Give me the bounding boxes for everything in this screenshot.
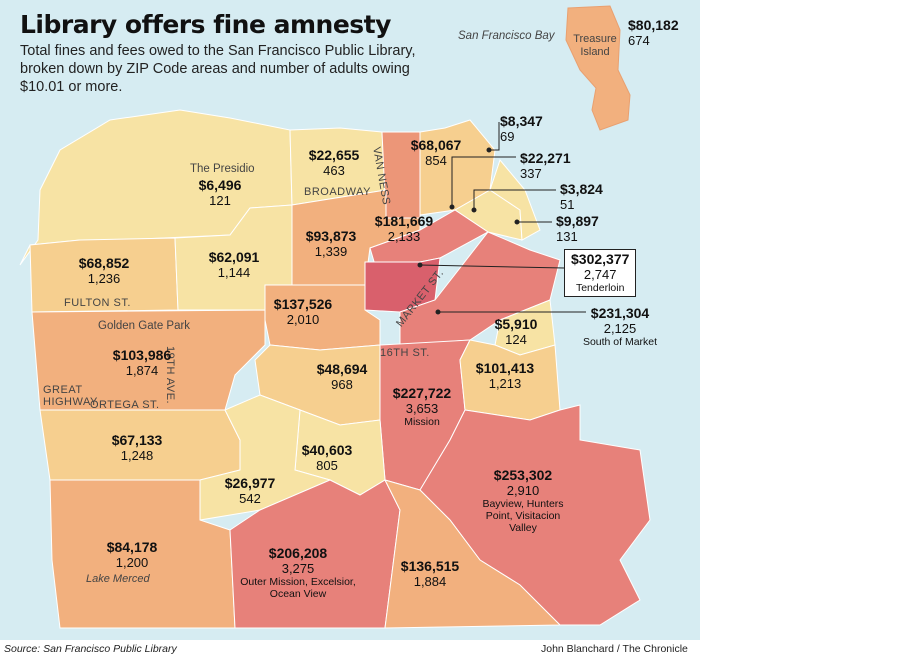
page-subtitle: Total fines and fees owed to the San Fra… xyxy=(20,43,416,95)
zone-treasure-island xyxy=(565,5,631,131)
label-sunset: $103,986 1,874 xyxy=(112,347,172,379)
label-bayview: $253,302 2,910 Bayview, Hunters Point, Vis… xyxy=(482,467,564,535)
zone-embarcadero xyxy=(489,158,541,241)
label-tenderloin: $302,377 2,747 Tenderloin xyxy=(564,249,637,297)
zone-russian-hill xyxy=(419,119,496,216)
label-mission: $227,722 3,653 Mission xyxy=(392,385,452,429)
label-nob-hill: $181,669 2,133 xyxy=(374,213,434,245)
label-excelsior-east: $136,515 1,884 xyxy=(400,558,460,590)
label-inner-richmond: $62,091 1,144 xyxy=(208,249,260,281)
label-embarcadero: $9,897 131 xyxy=(556,213,599,245)
label-castro: $48,694 968 xyxy=(316,361,368,393)
label-north-beach: $22,271 337 xyxy=(520,150,571,182)
label-russian-hill: $68,067 854 xyxy=(410,137,462,169)
label-western-addition: $137,526 2,010 xyxy=(273,296,333,328)
label-south-of-market: $231,304 2,125 South of Market xyxy=(582,305,658,349)
label-north-beach-east: $8,347 69 xyxy=(500,113,543,145)
place-golden-gate-park: Golden Gate Park xyxy=(98,320,191,332)
label-lake-merced: $84,178 1,200 xyxy=(106,539,158,571)
label-glen-park: $40,603 805 xyxy=(301,442,353,474)
page-title: Library offers fine amnesty xyxy=(20,10,391,39)
label-marina: $22,655 463 xyxy=(308,147,360,179)
label-outer-mission: $206,208 3,275 Outer Mission, Excelsior, O… xyxy=(240,545,356,601)
street-broadway: BROADWAY xyxy=(304,186,371,198)
street-16th: 16TH ST. xyxy=(380,347,430,359)
sf-map-shapes xyxy=(19,5,651,629)
label-potrero-hill: $101,413 1,213 xyxy=(475,360,535,392)
label-treasure-island: $80,182 674 xyxy=(628,17,679,49)
place-treasure-island: Treasure Island xyxy=(573,33,617,58)
place-lake-merced: Lake Merced xyxy=(86,573,150,585)
credit-note: John Blanchard / The Chronicle xyxy=(541,643,688,655)
label-presidio: $6,496 121 xyxy=(198,177,242,209)
street-great-highway: GREAT HIGHWAY xyxy=(43,384,97,408)
label-financial-district: $3,824 51 xyxy=(560,181,603,213)
map-canvas: Library offers fine amnesty Total fines … xyxy=(0,0,700,640)
source-note: Source: San Francisco Public Library xyxy=(4,643,177,655)
label-parkside: $67,133 1,248 xyxy=(111,432,163,464)
place-presidio: The Presidio xyxy=(190,163,255,175)
label-mission-bay: $5,910 124 xyxy=(494,316,538,348)
label-west-portal: $26,977 542 xyxy=(224,475,276,507)
pointer-lines xyxy=(417,122,586,315)
street-fulton: FULTON ST. xyxy=(64,297,131,309)
street-ortega: ORTEGA ST. xyxy=(90,399,160,411)
label-outer-richmond: $68,852 1,236 xyxy=(78,255,130,287)
zone-excelsior-east xyxy=(384,479,562,629)
bay-label: San Francisco Bay xyxy=(458,30,555,42)
label-pacific-heights: $93,873 1,339 xyxy=(305,228,357,260)
